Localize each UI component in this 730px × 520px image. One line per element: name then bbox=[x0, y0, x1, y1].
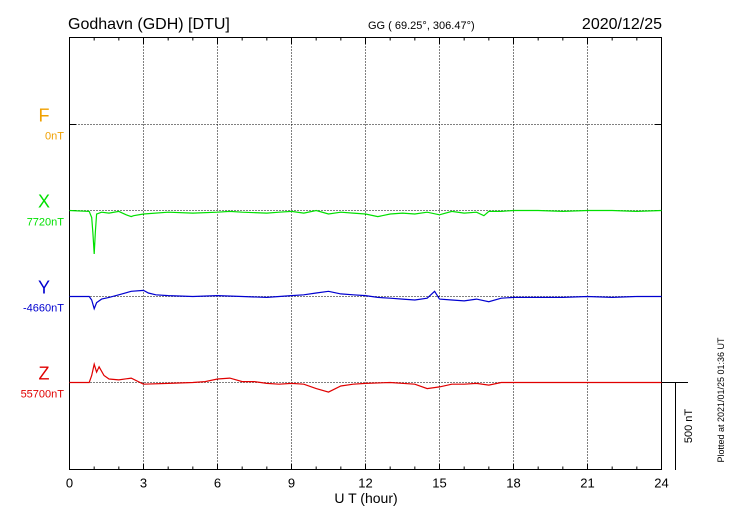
scale-bar: 500 nT bbox=[662, 382, 695, 470]
x-tick-label: 18 bbox=[506, 476, 520, 491]
series-layer bbox=[69, 209, 662, 393]
x-tick-label: 3 bbox=[140, 476, 147, 491]
grid bbox=[69, 37, 662, 470]
series-name-z: Z bbox=[39, 364, 50, 384]
series-name-x: X bbox=[38, 192, 50, 212]
series-name-f: F bbox=[39, 106, 50, 126]
series-labels: F 0nT X 7720nT Y -4660nT Z 55700nT bbox=[21, 106, 65, 401]
station-title: Godhavn (GDH) [DTU] bbox=[68, 16, 230, 33]
x-tick-label: 12 bbox=[358, 476, 372, 491]
series-line-z bbox=[69, 361, 662, 393]
x-tick-label: 0 bbox=[66, 476, 73, 491]
x-axis-tick-labels: 0 3 6 9 12 15 18 21 24 bbox=[66, 476, 669, 491]
x-axis-ticks bbox=[69, 37, 662, 470]
series-name-y: Y bbox=[38, 278, 50, 298]
series-baseline-x: 7720nT bbox=[27, 217, 65, 229]
plotted-timestamp: Plotted at 2021/01/25 01:36 UT bbox=[716, 337, 726, 463]
series-baseline-y: -4660nT bbox=[23, 303, 64, 315]
series-baseline-z: 55700nT bbox=[21, 389, 65, 401]
x-tick-label: 15 bbox=[432, 476, 446, 491]
x-tick-label: 21 bbox=[580, 476, 594, 491]
x-tick-label: 9 bbox=[288, 476, 295, 491]
scale-bar-label: 500 nT bbox=[683, 409, 695, 444]
x-tick-label: 6 bbox=[214, 476, 221, 491]
series-line-x bbox=[69, 209, 662, 255]
station-coordinates: GG ( 69.25°, 306.47°) bbox=[368, 20, 475, 32]
plot-date: 2020/12/25 bbox=[582, 16, 662, 33]
x-tick-label: 24 bbox=[654, 476, 668, 491]
series-baseline-f: 0nT bbox=[45, 131, 64, 143]
series-line-y bbox=[69, 289, 662, 311]
x-axis-label: U T (hour) bbox=[334, 490, 397, 506]
